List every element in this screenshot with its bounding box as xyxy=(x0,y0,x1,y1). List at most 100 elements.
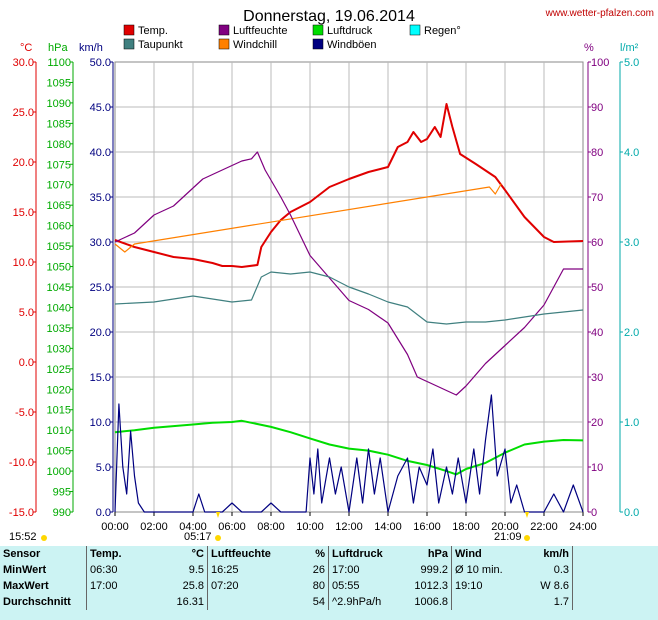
stats-header: % xyxy=(315,548,325,560)
axis-tick-label: 10.0 xyxy=(90,417,111,429)
x-tick-label: 08:00 xyxy=(257,521,285,533)
axis-tick-label: 45.0 xyxy=(90,102,111,114)
x-tick-label: 16:00 xyxy=(413,521,441,533)
axis-tick-label: 1045 xyxy=(47,282,71,294)
series-line xyxy=(114,271,584,325)
stats-cell: 80 xyxy=(312,580,325,592)
series-line xyxy=(114,419,584,476)
stats-cell: 0.3 xyxy=(553,564,569,576)
x-tick-label: 18:00 xyxy=(452,521,480,533)
legend-label: Windchill xyxy=(233,39,277,51)
pressure-unit: hPa xyxy=(48,42,68,54)
x-tick-label: 10:00 xyxy=(296,521,324,533)
grid xyxy=(115,62,583,512)
stats-header: Luftfeuchte xyxy=(207,546,284,562)
stats-cell: MinWert xyxy=(3,564,47,576)
axis-tick-label: 2.0 xyxy=(624,327,639,339)
sunset-time: 21:09 xyxy=(494,531,522,543)
axis-tick-label: 3.0 xyxy=(624,237,639,249)
axis-tick-label: 1095 xyxy=(47,77,71,89)
x-tick-label: 14:00 xyxy=(374,521,402,533)
axis-tick-label: -5.0 xyxy=(15,407,34,419)
axis-tick-label: 70 xyxy=(591,192,603,204)
stats-cell xyxy=(207,594,284,610)
axis-tick-label: -10.0 xyxy=(9,457,34,469)
axis-tick-label: 1040 xyxy=(47,302,71,314)
stats-cell xyxy=(86,594,151,610)
stats-header: Luftdruck xyxy=(328,546,403,562)
x-tick-label: 22:00 xyxy=(530,521,558,533)
legend: Temp. Luftfeuchte Luftdruck Regen° Taupunkt W… xyxy=(123,24,461,51)
stats-cell: 54 xyxy=(312,596,325,608)
stats-cell: 26 xyxy=(312,564,325,576)
legend-swatch xyxy=(218,38,230,50)
stats-row-avg: Durchschnitt 16.31 54 ^2.9hPa/h 1006.8 1… xyxy=(0,594,652,610)
stats-header-row: Sensor Temp. °C Luftfeuchte % Luftdruck … xyxy=(0,546,652,562)
x-tick-label: 02:00 xyxy=(140,521,168,533)
stats-cell: 16.31 xyxy=(176,596,204,608)
axis-tick-label: 40.0 xyxy=(90,147,111,159)
weather-chart: Donnerstag, 19.06.2014 www.wetter-pfalze… xyxy=(9,8,654,543)
sunrise-marker xyxy=(216,512,220,518)
legend-label: Luftdruck xyxy=(327,25,373,37)
legend-label: Taupunkt xyxy=(138,39,183,51)
stats-cell: 17:00 xyxy=(86,578,151,594)
stats-header: Temp. xyxy=(86,546,151,562)
axis-tick-label: 1005 xyxy=(47,446,71,458)
axis-tick-label: 35.0 xyxy=(90,192,111,204)
x-tick-label: 12:00 xyxy=(335,521,363,533)
stats-cell xyxy=(451,594,518,610)
axis-tick-label: 40 xyxy=(591,327,603,339)
stats-header: hPa xyxy=(427,548,448,560)
sun-icon xyxy=(41,535,47,541)
stats-header: km/h xyxy=(543,548,569,560)
axis-tick-label: 1075 xyxy=(47,159,71,171)
axis-tick-label: 25.0 xyxy=(13,107,34,119)
x-tick-label: 20:00 xyxy=(491,521,519,533)
stats-cell: 1012.3 xyxy=(414,580,448,592)
legend-label: Luftfeuchte xyxy=(233,25,287,37)
series-line xyxy=(114,394,584,513)
axis-tick-label: 5.0 xyxy=(96,462,111,474)
legend-label: Temp. xyxy=(138,25,168,37)
axis-tick-label: 1010 xyxy=(47,425,71,437)
axis-tick-label: 80 xyxy=(591,147,603,159)
stats-cell: Ø 10 min. xyxy=(451,562,518,578)
axis-tick-label: 0.0 xyxy=(624,507,639,519)
stats-cell: 16:25 xyxy=(207,562,284,578)
series-lines xyxy=(114,103,584,513)
axis-tick-label: 990 xyxy=(53,507,71,519)
x-tick-label: 00:00 xyxy=(101,521,129,533)
x-tick-label: 06:00 xyxy=(218,521,246,533)
axis-tick-label: 20.0 xyxy=(13,157,34,169)
stats-cell: 1006.8 xyxy=(414,596,448,608)
legend-swatch xyxy=(123,38,135,50)
axis-tick-label: 30 xyxy=(591,372,603,384)
axis-tick-label: 4.0 xyxy=(624,147,639,159)
axis-tick-label: 15.0 xyxy=(13,207,34,219)
stats-panel: Sensor Temp. °C Luftfeuchte % Luftdruck … xyxy=(0,546,658,620)
axis-tick-label: 995 xyxy=(53,487,71,499)
start-time: 15:52 xyxy=(9,531,37,543)
axis-tick-label: 10 xyxy=(591,462,603,474)
axis-tick-label: 1015 xyxy=(47,405,71,417)
chart-title: Donnerstag, 19.06.2014 xyxy=(243,8,415,25)
axis-tick-label: 1080 xyxy=(47,139,71,151)
stats-row-min: MinWert 06:30 9.5 16:25 26 17:00 999.2 Ø… xyxy=(0,562,652,578)
sun-icon xyxy=(524,535,530,541)
site-url[interactable]: www.wetter-pfalzen.com xyxy=(545,8,654,19)
x-tick-label: 04:00 xyxy=(179,521,207,533)
axis-tick-label: 5.0 xyxy=(19,307,34,319)
series-line xyxy=(114,151,583,396)
stats-cell: 07:20 xyxy=(207,578,284,594)
stats-cell: 25.8 xyxy=(182,580,204,592)
temp-unit: °C xyxy=(20,42,32,54)
axis-tick-label: 30.0 xyxy=(90,237,111,249)
axis-tick-label: 90 xyxy=(591,102,603,114)
axis-tick-label: 5.0 xyxy=(624,57,639,69)
axis-tick-label: 0 xyxy=(591,507,597,519)
axis-tick-label: 100 xyxy=(591,57,609,69)
stats-cell: 1.7 xyxy=(553,596,569,608)
axis-tick-label: 30.0 xyxy=(13,57,34,69)
stats-cell: ^2.9hPa/h xyxy=(328,594,403,610)
